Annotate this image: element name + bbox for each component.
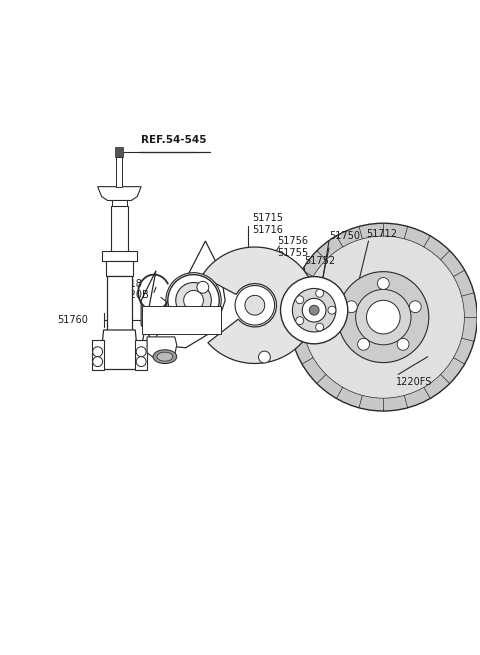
Text: 54517: 54517 — [145, 324, 176, 334]
Circle shape — [166, 272, 221, 328]
Text: 1220FS: 1220FS — [396, 377, 432, 387]
Polygon shape — [106, 261, 133, 276]
Circle shape — [296, 296, 304, 304]
Polygon shape — [147, 337, 177, 359]
Text: 51752: 51752 — [304, 256, 336, 266]
Polygon shape — [137, 241, 225, 369]
Circle shape — [328, 307, 336, 314]
Circle shape — [309, 305, 319, 315]
Circle shape — [184, 290, 204, 310]
Polygon shape — [117, 157, 122, 187]
Text: 51716: 51716 — [252, 225, 283, 235]
Text: 51750: 51750 — [329, 231, 360, 241]
Text: 51715: 51715 — [252, 214, 283, 223]
Circle shape — [176, 282, 211, 318]
Circle shape — [168, 274, 219, 326]
Text: 51760: 51760 — [57, 315, 88, 325]
Circle shape — [397, 339, 409, 350]
Circle shape — [178, 284, 209, 316]
Circle shape — [245, 295, 264, 315]
Polygon shape — [135, 340, 147, 369]
Circle shape — [280, 276, 348, 344]
Text: 55392: 55392 — [145, 310, 176, 320]
Circle shape — [289, 223, 477, 411]
Polygon shape — [202, 247, 316, 364]
Polygon shape — [116, 147, 123, 157]
Polygon shape — [110, 206, 128, 256]
Circle shape — [296, 317, 304, 325]
Circle shape — [316, 323, 324, 331]
Ellipse shape — [157, 352, 173, 361]
Polygon shape — [97, 187, 141, 200]
Circle shape — [338, 272, 429, 363]
Circle shape — [409, 301, 421, 312]
Ellipse shape — [153, 350, 177, 364]
Text: 51718: 51718 — [111, 278, 143, 288]
Circle shape — [316, 290, 324, 297]
Text: 51720B: 51720B — [111, 290, 149, 301]
Polygon shape — [102, 251, 137, 261]
Circle shape — [302, 298, 326, 322]
Text: 51755: 51755 — [277, 248, 309, 258]
Circle shape — [197, 282, 209, 293]
Circle shape — [93, 357, 103, 367]
Circle shape — [93, 346, 103, 357]
Text: 51712: 51712 — [367, 229, 397, 239]
Polygon shape — [92, 340, 104, 369]
Circle shape — [346, 301, 357, 312]
Circle shape — [136, 346, 146, 357]
Circle shape — [136, 357, 146, 367]
Circle shape — [235, 286, 275, 325]
Circle shape — [356, 290, 411, 345]
FancyBboxPatch shape — [142, 307, 221, 334]
Text: REF.54-545: REF.54-545 — [141, 135, 207, 145]
Text: 51756: 51756 — [277, 236, 309, 246]
Circle shape — [367, 301, 400, 334]
Polygon shape — [107, 276, 132, 335]
Circle shape — [259, 351, 270, 363]
Polygon shape — [102, 330, 137, 369]
Circle shape — [292, 288, 336, 332]
Circle shape — [377, 278, 389, 290]
Polygon shape — [111, 200, 127, 206]
Circle shape — [302, 236, 464, 398]
Circle shape — [301, 282, 313, 293]
Circle shape — [358, 339, 370, 350]
